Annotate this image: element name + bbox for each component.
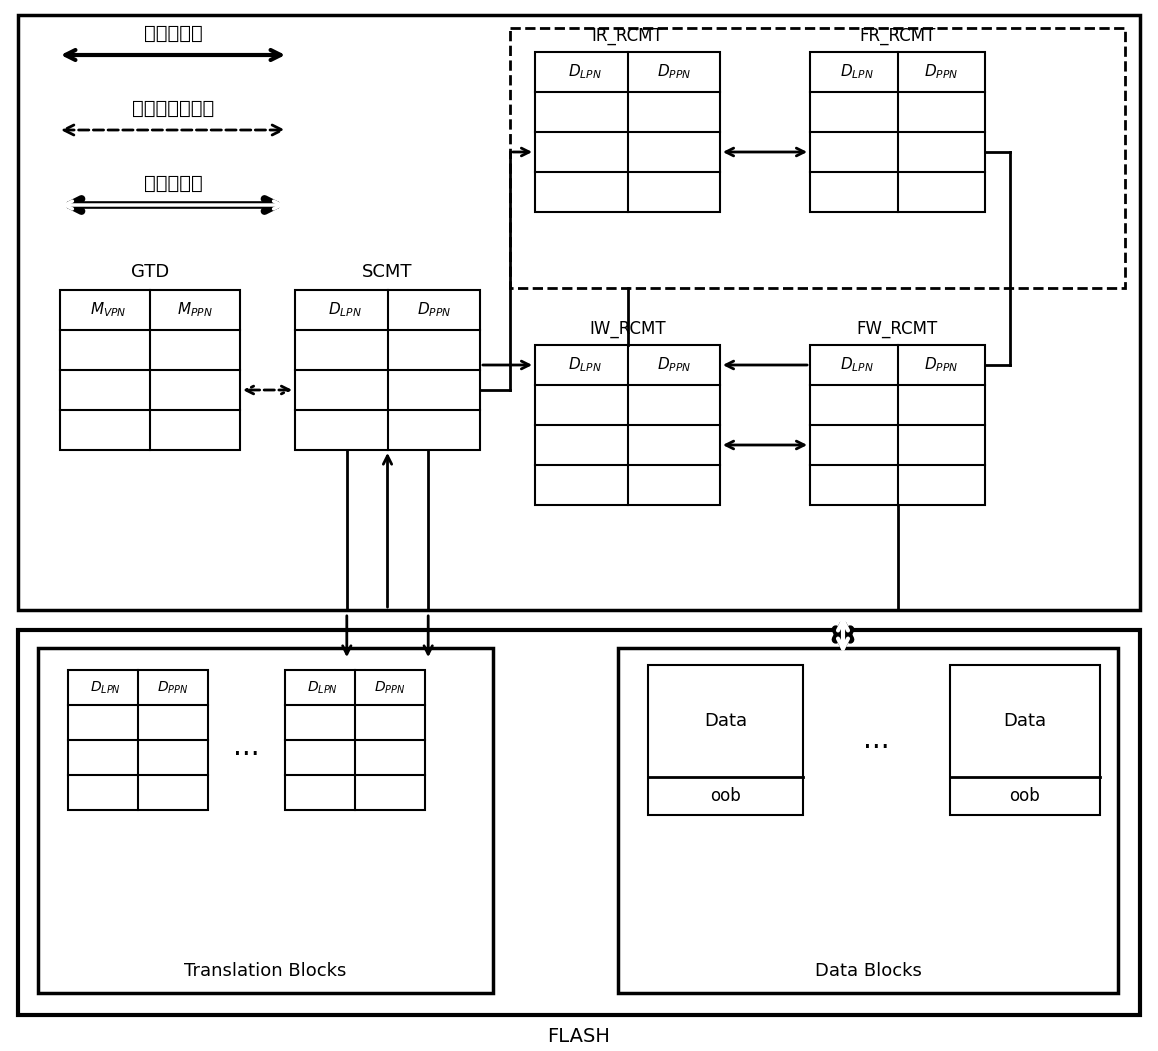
Text: GTD: GTD (131, 263, 169, 281)
Text: 数据页传输: 数据页传输 (144, 173, 203, 192)
Text: $D_{PPN}$: $D_{PPN}$ (657, 355, 691, 374)
Text: $D_{LPN}$: $D_{LPN}$ (841, 63, 874, 81)
Bar (809, 345, 985, 504)
Bar (510, 28, 1126, 288)
Bar (285, 669, 425, 810)
Bar (535, 51, 720, 212)
Bar (68, 669, 208, 810)
Bar (809, 51, 985, 212)
Text: IR_RCMT: IR_RCMT (592, 27, 664, 45)
Bar (60, 290, 240, 450)
Text: $D_{PPN}$: $D_{PPN}$ (417, 301, 450, 320)
Text: Data: Data (1004, 712, 1047, 730)
Text: $D_{LPN}$: $D_{LPN}$ (90, 679, 122, 696)
Text: $M_{VPN}$: $M_{VPN}$ (90, 301, 127, 320)
Text: $D_{PPN}$: $D_{PPN}$ (657, 63, 691, 81)
Text: ...: ... (233, 733, 259, 761)
Text: $D_{PPN}$: $D_{PPN}$ (157, 679, 189, 696)
Text: $D_{PPN}$: $D_{PPN}$ (374, 679, 405, 696)
Text: FLASH: FLASH (548, 1028, 610, 1047)
Text: FR_RCMT: FR_RCMT (859, 27, 936, 45)
Text: IW_RCMT: IW_RCMT (589, 320, 666, 338)
Bar (19, 15, 1139, 610)
Bar (648, 665, 802, 815)
Text: $D_{LPN}$: $D_{LPN}$ (328, 301, 361, 320)
Text: FW_RCMT: FW_RCMT (857, 320, 938, 338)
Text: ...: ... (863, 726, 889, 754)
Text: $D_{LPN}$: $D_{LPN}$ (841, 355, 874, 374)
Text: $D_{PPN}$: $D_{PPN}$ (924, 355, 959, 374)
Text: $D_{PPN}$: $D_{PPN}$ (924, 63, 959, 81)
Bar (295, 290, 481, 450)
Text: $D_{LPN}$: $D_{LPN}$ (569, 63, 602, 81)
Text: oob: oob (710, 787, 741, 805)
Bar (38, 648, 493, 993)
Text: 映射项搶移: 映射项搶移 (144, 23, 203, 42)
Bar (618, 648, 1117, 993)
Text: Translation Blocks: Translation Blocks (184, 962, 346, 980)
Text: $D_{LPN}$: $D_{LPN}$ (307, 679, 338, 696)
Text: $D_{LPN}$: $D_{LPN}$ (569, 355, 602, 374)
Text: 翻译页地址传输: 翻译页地址传输 (132, 99, 214, 118)
Bar (535, 345, 720, 504)
Bar (950, 665, 1100, 815)
Text: SCMT: SCMT (362, 263, 412, 281)
Text: Data Blocks: Data Blocks (814, 962, 922, 980)
Text: Data: Data (704, 712, 747, 730)
Bar (19, 630, 1139, 1015)
Text: oob: oob (1010, 787, 1040, 805)
Text: $M_{PPN}$: $M_{PPN}$ (177, 301, 213, 320)
